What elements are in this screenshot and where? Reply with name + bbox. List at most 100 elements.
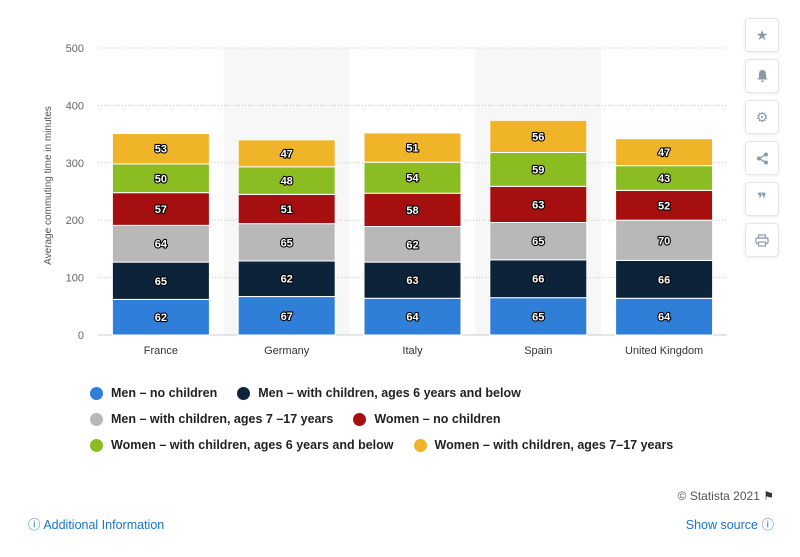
- legend-marker: [90, 438, 103, 452]
- bar-segment: [489, 185, 588, 223]
- bar-segment: [237, 139, 336, 168]
- y-axis-label: Average commuting time in minutes: [43, 106, 54, 265]
- bar-segment: [111, 224, 210, 263]
- legend-label: Men – with children, ages 7 –17 years: [111, 412, 334, 426]
- legend-label: Women – with children, ages 7–17 years: [434, 438, 674, 452]
- data-label: 43: [658, 173, 670, 185]
- data-label: 47: [658, 147, 670, 159]
- bar-segment: [363, 226, 462, 263]
- legend: Men – no children Men – with children, ag…: [90, 381, 730, 459]
- bar-segment: [489, 221, 588, 261]
- data-label: 63: [532, 199, 544, 211]
- quote-icon[interactable]: ❞: [745, 182, 779, 216]
- legend-item[interactable]: Women – with children, ages 7–17 years: [413, 438, 674, 452]
- y-tick-label: 100: [66, 273, 84, 285]
- data-label: 50: [155, 173, 167, 185]
- data-label: 64: [155, 239, 168, 251]
- legend-item[interactable]: Men – no children: [90, 386, 217, 400]
- additional-info-link[interactable]: ⓘ Additional Information: [28, 514, 164, 533]
- legend-item[interactable]: Men – with children, ages 7 –17 years: [90, 412, 333, 426]
- data-label: 65: [281, 237, 293, 249]
- legend-label: Men – with children, ages 6 years and be…: [258, 386, 521, 400]
- bar-segment: [615, 165, 714, 191]
- data-label: 53: [155, 144, 167, 156]
- data-label: 58: [406, 205, 418, 217]
- print-icon[interactable]: [745, 223, 779, 257]
- info-icon: ⓘ: [28, 518, 41, 532]
- data-label: 47: [281, 148, 293, 160]
- bar-segment: [111, 163, 210, 194]
- bar-segment: [363, 297, 462, 336]
- bar-segment: [363, 132, 462, 163]
- y-tick-label: 300: [66, 158, 84, 170]
- legend-marker: [90, 412, 103, 426]
- data-label: 70: [658, 235, 670, 247]
- data-label: 66: [658, 274, 670, 286]
- y-tick-label: 200: [66, 215, 84, 227]
- show-source-label: Show source: [685, 518, 758, 532]
- data-label: 57: [155, 204, 167, 216]
- bar-segment: [237, 193, 336, 225]
- flag-icon: ⚑: [763, 489, 774, 503]
- data-label: 65: [155, 276, 167, 288]
- x-tick-label: Germany: [264, 345, 310, 357]
- side-toolbar: ★ ⚙ ❞: [745, 18, 781, 264]
- legend-row: Women – with children, ages 6 years and …: [90, 433, 730, 457]
- legend-label: Women – no children: [374, 412, 501, 426]
- data-label: 51: [281, 204, 293, 216]
- star-icon[interactable]: ★: [745, 18, 779, 52]
- legend-label: Women – with children, ages 6 years and …: [111, 438, 394, 452]
- gear-icon[interactable]: ⚙: [745, 100, 779, 134]
- legend-marker: [90, 386, 103, 400]
- bar-segment: [237, 260, 336, 298]
- info-icon: ⓘ: [761, 518, 774, 532]
- y-tick-label: 400: [66, 100, 84, 112]
- data-label: 62: [281, 274, 293, 286]
- credits[interactable]: © Statista 2021 ⚑: [678, 489, 774, 503]
- x-tick-label: Italy: [402, 345, 423, 357]
- data-label: 62: [406, 239, 418, 251]
- data-label: 52: [658, 200, 670, 212]
- legend-label: Men – no children: [111, 386, 218, 400]
- bar-segment: [111, 298, 210, 336]
- bar-segment: [111, 261, 210, 300]
- legend-item[interactable]: Women – with children, ages 6 years and …: [90, 438, 394, 452]
- bar-segment: [111, 133, 210, 165]
- bar-segment: [489, 151, 588, 187]
- bar-segment: [237, 223, 336, 262]
- legend-marker: [413, 438, 427, 452]
- legend-item[interactable]: Men – with children, ages 6 years and be…: [237, 386, 521, 400]
- bar-segment: [237, 296, 336, 336]
- show-source-link[interactable]: Show source ⓘ: [686, 514, 774, 533]
- legend-marker: [237, 386, 251, 400]
- x-tick-label: United Kingdom: [625, 345, 703, 357]
- data-label: 48: [281, 176, 293, 188]
- bar-segment: [363, 161, 462, 194]
- y-tick-label: 0: [78, 330, 84, 342]
- chart: 0 100 200 300 400 500 Average commuting time i…: [43, 43, 727, 357]
- legend-row: Men – no children Men – with children, ag…: [90, 381, 730, 405]
- data-label: 62: [155, 312, 167, 324]
- bar-segment: [363, 261, 462, 299]
- data-label: 64: [658, 312, 671, 324]
- bar-segment: [615, 297, 714, 336]
- bar-segment: [615, 138, 714, 167]
- data-label: 67: [281, 311, 293, 323]
- data-label: 66: [532, 274, 544, 286]
- bell-icon[interactable]: [745, 59, 779, 93]
- bar-segment: [489, 119, 588, 153]
- bar-segment: [363, 192, 462, 228]
- legend-item[interactable]: Women – no children: [353, 412, 501, 426]
- data-label: 56: [532, 131, 544, 143]
- legend-row: Men – with children, ages 7 –17 years Wom…: [90, 407, 730, 431]
- additional-info-label: Additional Information: [43, 518, 165, 532]
- share-icon[interactable]: [745, 141, 779, 175]
- bar-segment: [237, 166, 336, 195]
- bar-segment: [615, 189, 714, 221]
- x-tick-label: France: [144, 345, 178, 357]
- data-label: 65: [532, 236, 544, 248]
- bar-segment: [111, 192, 210, 226]
- data-label: 63: [406, 275, 418, 287]
- data-label: 59: [532, 164, 544, 176]
- data-label: 65: [532, 311, 544, 323]
